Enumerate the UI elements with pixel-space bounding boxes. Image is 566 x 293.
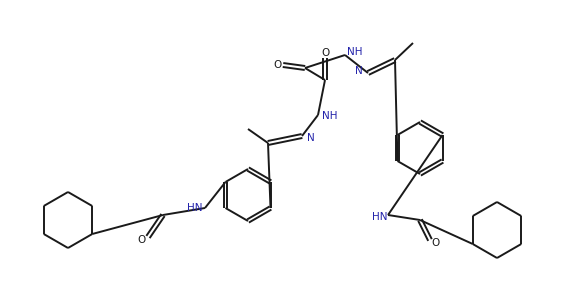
Text: N: N — [307, 133, 315, 143]
Text: N: N — [355, 66, 363, 76]
Text: HN: HN — [187, 203, 203, 213]
Text: NH: NH — [347, 47, 362, 57]
Text: O: O — [321, 48, 329, 58]
Text: HN: HN — [372, 212, 388, 222]
Text: O: O — [274, 60, 282, 70]
Text: O: O — [432, 238, 440, 248]
Text: NH: NH — [322, 111, 337, 121]
Text: O: O — [138, 235, 146, 245]
